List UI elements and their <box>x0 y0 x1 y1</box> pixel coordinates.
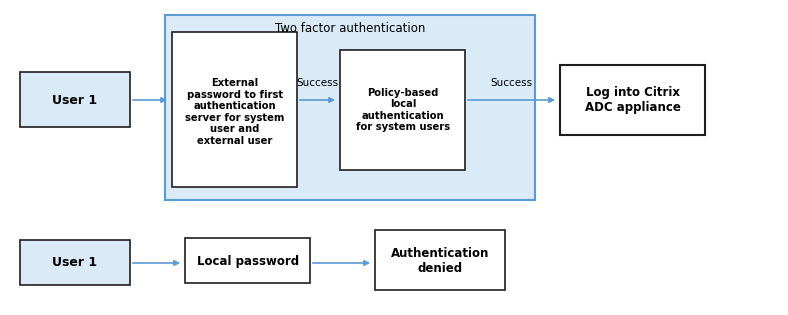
Text: User 1: User 1 <box>53 256 98 270</box>
Text: Local password: Local password <box>197 255 299 268</box>
Text: Success: Success <box>490 78 532 88</box>
Bar <box>172 32 297 187</box>
Text: External
password to first
authentication
server for system
user and
external us: External password to first authenticatio… <box>185 78 284 146</box>
Bar <box>20 72 130 127</box>
Bar <box>375 230 505 290</box>
Text: Authentication
denied: Authentication denied <box>391 247 489 275</box>
Text: Two factor authentication: Two factor authentication <box>275 22 426 35</box>
Bar <box>20 240 130 285</box>
Text: Policy-based
local
authentication
for system users: Policy-based local authentication for sy… <box>356 88 450 132</box>
Bar <box>185 238 310 283</box>
Bar <box>165 15 535 200</box>
Bar <box>560 65 705 135</box>
Text: Log into Citrix
ADC appliance: Log into Citrix ADC appliance <box>585 86 681 114</box>
Bar <box>340 50 465 170</box>
Text: User 1: User 1 <box>53 94 98 106</box>
Text: Success: Success <box>296 78 338 88</box>
